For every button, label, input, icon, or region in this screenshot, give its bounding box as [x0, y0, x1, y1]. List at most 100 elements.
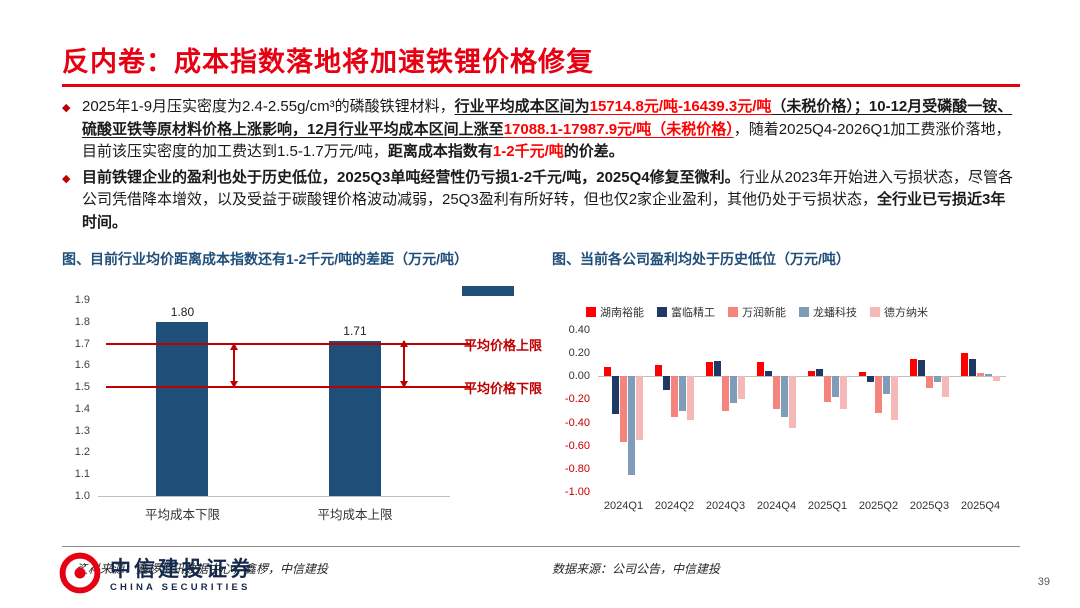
right-chart: 图、当前各公司盈利均处于历史低位（万元/吨） 湖南裕能 富临精工 万润新能 龙蟠科技 德… — [552, 250, 1022, 542]
bar — [918, 360, 925, 377]
bar — [679, 376, 686, 411]
bar — [636, 376, 643, 440]
y-axis-tick-label: 1.3 — [74, 424, 90, 437]
bar — [832, 376, 839, 398]
legend-swatch — [586, 307, 596, 317]
legend-swatch — [799, 307, 809, 317]
left-chart-plot-area: 1.0 1.1 1.2 1.3 1.4 1.5 1.6 1.7 1.8 1.9 1.80 平均成本下限… — [75, 294, 542, 522]
bar — [663, 376, 670, 391]
legend-label: 富临精工 — [671, 307, 715, 319]
legend-label: 湖南裕能 — [600, 307, 644, 319]
bar — [722, 376, 729, 411]
bar — [808, 370, 815, 377]
title-underline-rule — [62, 84, 1020, 87]
bar-value-label: 1.71 — [343, 324, 367, 339]
right-chart-title: 图、当前各公司盈利均处于历史低位（万元/吨） — [552, 251, 850, 267]
bar — [789, 376, 796, 429]
x-axis-category-label: 平均成本上限 — [317, 508, 393, 522]
bar — [738, 376, 745, 400]
x-axis-category-label: 2024Q4 — [756, 500, 797, 512]
x-axis-category-label: 2024Q3 — [705, 500, 746, 512]
legend-swatch — [728, 307, 738, 317]
text-segment: 15714.8元/吨-16439.3元/吨 — [589, 98, 772, 115]
bar — [714, 361, 721, 377]
source-note-right: 数据来源：公司公告，中信建投 — [552, 562, 721, 576]
reference-line-label: 平均价格上限 — [464, 337, 543, 353]
bar — [840, 376, 847, 409]
series-legend-chip — [462, 286, 514, 296]
x-axis-category-label: 2025Q4 — [960, 500, 1001, 512]
legend-item: 万润新能 — [728, 304, 786, 320]
bar — [620, 376, 627, 443]
bar — [156, 321, 209, 496]
reference-line — [106, 386, 470, 389]
y-axis-tick-label: 1.1 — [74, 468, 90, 481]
text-segment: 行业从2023年开始进入亏损状态，尽管各公司凭借降本增效，以及受益于碳酸锂价格波… — [82, 168, 1013, 209]
text-segment: 1-2千元/吨 — [492, 143, 564, 160]
zero-axis-line — [598, 375, 1006, 377]
x-axis-category-label: 平均成本下限 — [144, 508, 220, 522]
legend-label: 德方纳米 — [884, 307, 928, 319]
legend-item: 德方纳米 — [870, 304, 928, 320]
bullet-item: ◆ 目前铁锂企业的盈利也处于历史低位，2025Q3单吨经营性仍亏损1-2千元/吨，… — [62, 167, 1020, 235]
y-axis-tick-label: 1.5 — [74, 381, 90, 394]
x-axis-category-label: 2025Q3 — [909, 500, 950, 512]
bullet-list: ◆ 2025年1-9月压实密度为2.4-2.55g/cm³的磷酸铁锂材料，行业平均… — [62, 96, 1020, 237]
legend-item: 龙蟠科技 — [799, 304, 857, 320]
footer-divider — [62, 546, 1020, 547]
bullet-item: ◆ 2025年1-9月压实密度为2.4-2.55g/cm³的磷酸铁锂材料，行业平均… — [62, 96, 1020, 164]
bar — [942, 376, 949, 398]
bullet-text: 2025年1-9月压实密度为2.4-2.55g/cm³的磷酸铁锂材料，行业平均成… — [82, 96, 1020, 164]
page-title: 反内卷：成本指数落地将加速铁锂价格修复 — [62, 47, 594, 77]
bar — [757, 362, 764, 377]
text-segment: 距离成本指数有 — [387, 143, 493, 160]
bar — [781, 376, 788, 417]
x-axis-category-label: 2024Q1 — [603, 500, 644, 512]
y-axis-tick-label: 1.7 — [74, 337, 90, 350]
x-axis-category-label: 2025Q1 — [807, 500, 848, 512]
bar — [985, 373, 992, 377]
bar — [706, 362, 713, 377]
text-segment: 目前铁锂企业的盈利也处于历史低位，2025Q3单吨经营性仍亏损1-2千元/吨，2… — [82, 168, 740, 186]
y-axis-tick-label: -0.80 — [564, 462, 590, 475]
bar — [671, 376, 678, 417]
y-axis-tick-label: 0.40 — [568, 324, 590, 336]
bar — [867, 376, 874, 383]
y-axis-tick-label: -1.00 — [564, 486, 590, 498]
bar-value-label: 1.80 — [170, 304, 195, 319]
bar — [824, 376, 831, 402]
bar — [628, 376, 635, 475]
bar — [875, 376, 882, 414]
y-axis-tick-label: 0.20 — [568, 347, 590, 360]
right-chart-plot-area: 0.40 0.20 0.00 -0.20 -0.40 -0.60 -0.80 -1.00 202… — [565, 324, 1006, 512]
arrowhead-up-icon — [400, 340, 409, 348]
y-axis-tick-label: 1.9 — [74, 294, 90, 306]
bar — [926, 376, 933, 388]
y-axis-tick-label: 1.4 — [74, 402, 90, 415]
y-axis-tick-label: -0.60 — [564, 439, 590, 452]
bar — [604, 367, 611, 377]
text-segment: 全行业已亏损近3年时间。 — [82, 191, 1006, 231]
text-segment: 行业平均成本区间为 — [454, 98, 590, 115]
bar — [816, 369, 823, 377]
y-axis-tick-label: 1.0 — [74, 490, 90, 502]
bar — [969, 358, 976, 377]
y-axis-tick-label: 1.2 — [74, 446, 90, 459]
y-axis-tick-label: -0.40 — [564, 416, 590, 429]
bullet-marker-icon: ◆ — [62, 172, 71, 185]
bar — [883, 376, 890, 394]
y-axis-tick-label: 0.00 — [568, 370, 590, 383]
arrowhead-down-icon — [229, 381, 238, 389]
logo-emblem-icon — [58, 551, 102, 600]
source-note-left: 资料来源：鑫椤资讯数据中心，鑫椤，中信建投 — [76, 562, 329, 576]
left-chart-title: 图、目前行业均价距离成本指数还有1-2千元/吨的差距（万元/吨） — [62, 251, 469, 267]
bar — [687, 376, 694, 421]
bar — [328, 341, 381, 496]
bar — [910, 358, 917, 377]
arrowhead-up-icon — [229, 342, 238, 350]
bar — [612, 376, 619, 415]
bar — [993, 376, 1000, 381]
bar — [773, 376, 780, 409]
bar — [934, 376, 941, 383]
